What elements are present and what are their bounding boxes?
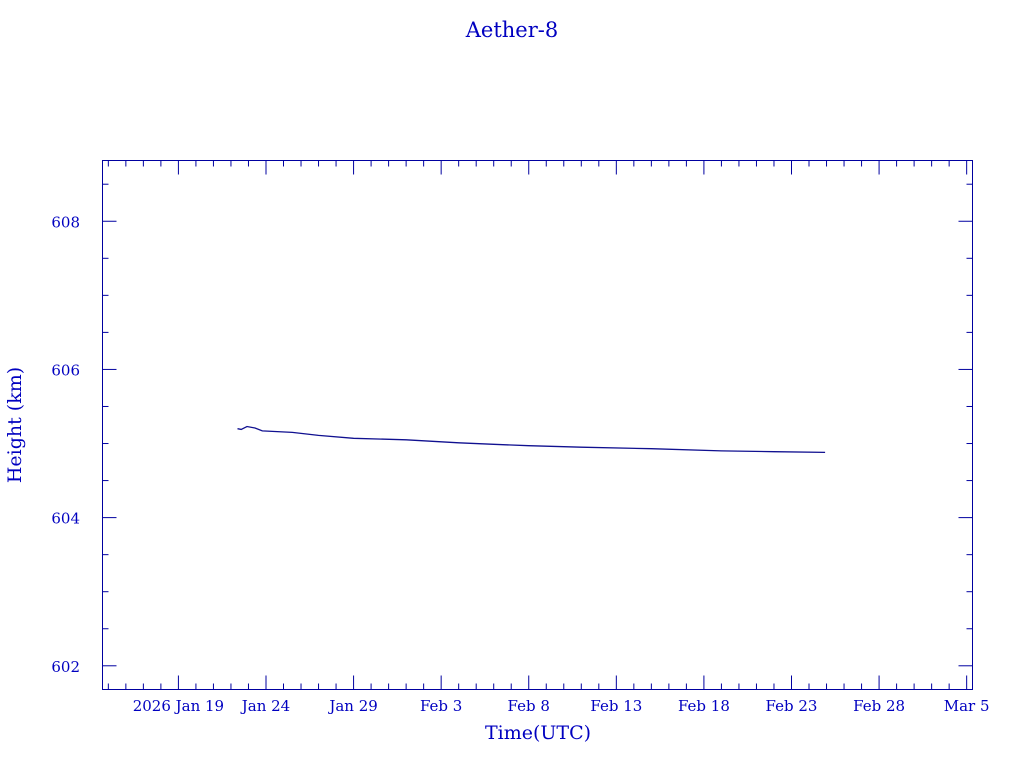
plot-frame — [102, 160, 973, 690]
x-tick-label: Jan 24 — [240, 697, 290, 715]
x-tick-label: Feb 8 — [508, 697, 550, 715]
y-axis-label: Height (km) — [4, 367, 26, 483]
x-tick-label: Feb 13 — [590, 697, 642, 715]
x-tick-label: Jan 29 — [327, 697, 377, 715]
x-axis-label: Time(UTC) — [485, 722, 591, 744]
x-tick-label: Feb 3 — [420, 697, 462, 715]
y-tick-label: 602 — [51, 658, 80, 676]
chart-title: Aether-8 — [465, 18, 558, 42]
series — [237, 425, 826, 454]
x-tick-label: 2026 Jan 19 — [133, 697, 224, 715]
x-tick-label: Feb 18 — [678, 697, 730, 715]
y-tick-label: 604 — [51, 510, 80, 528]
x-tick-label: Feb 28 — [853, 697, 905, 715]
y-tick-label: 606 — [51, 361, 80, 379]
height-series-line — [237, 425, 826, 454]
y-tick-label: 608 — [51, 213, 80, 231]
x-tick-label: Feb 23 — [766, 697, 818, 715]
x-tick-label: Mar 5 — [944, 697, 990, 715]
ticks — [102, 160, 973, 690]
tick-labels: 2026 Jan 19 Jan 24 Jan 29 Feb 3 Feb 8 Feb 13 F… — [51, 213, 989, 715]
